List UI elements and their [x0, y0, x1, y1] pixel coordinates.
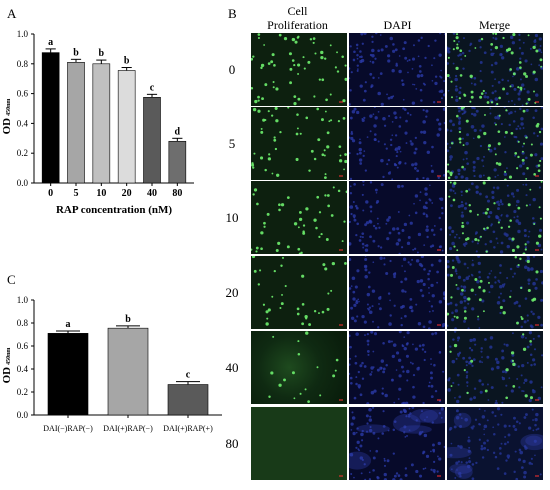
bar: [168, 140, 187, 184]
y-tick-label: 1.0: [17, 295, 29, 305]
y-tick-label: 0.2: [17, 387, 28, 397]
x-tick-label: 20: [122, 188, 132, 199]
column-header-dapi: DAPI: [383, 18, 412, 32]
micrograph-merge-20: [447, 256, 543, 329]
chart-a-rap-concentration: 0.0 0.2 0.4 0.6 0.8 1.0 OD450nm a 0 b 5 b 10 b 20 c 40 d 8…: [1, 29, 194, 216]
significance-letter: a: [48, 37, 53, 48]
micrograph-merge-0: [447, 33, 543, 106]
micrograph-cell-proliferation-0: [251, 33, 347, 106]
x-tick-label: 5: [74, 188, 79, 199]
micrograph-merge-80: [447, 407, 543, 480]
y-tick-label: 0.2: [17, 148, 28, 158]
micrograph-cell-proliferation-80: [251, 407, 347, 480]
y-tick-label: 0.6: [17, 89, 29, 99]
micrograph-cell-proliferation-40: [251, 331, 347, 404]
y-tick-label: 0.8: [17, 59, 29, 69]
micrograph-cell-proliferation-5: [251, 107, 347, 180]
micrograph-dapi-10: [349, 181, 445, 254]
x-tick-label: DAI(+)RAP(−): [103, 424, 153, 433]
significance-letter: b: [124, 56, 130, 67]
bar: [167, 384, 209, 416]
panel-label-a: A: [7, 6, 17, 21]
bar: [107, 327, 149, 416]
panel-label-c: C: [7, 272, 16, 287]
bar: [143, 97, 161, 184]
y-tick-label: 1.0: [17, 29, 29, 39]
significance-letter: c: [150, 82, 155, 93]
micrograph-cell-proliferation-20: [251, 256, 347, 329]
micrograph-dapi-5: [349, 107, 445, 180]
micrograph-dapi-0: [349, 33, 445, 106]
row-label-80: 80: [225, 435, 239, 451]
row-label-0: 0: [228, 61, 236, 77]
micrograph-dapi-20: [349, 256, 445, 329]
significance-letter: d: [175, 126, 181, 137]
bar: [47, 333, 89, 416]
y-tick-label: 0.0: [17, 410, 29, 420]
significance-letter: a: [66, 319, 71, 330]
x-tick-label: 40: [147, 188, 157, 199]
micrograph-cell-proliferation-10: [251, 181, 347, 254]
x-tick-label: 10: [96, 188, 106, 199]
x-tick-label: DAI(−)RAP(−): [43, 424, 93, 433]
significance-letter: c: [186, 370, 191, 381]
x-tick-label: 80: [172, 188, 182, 199]
y-tick-label: 0.8: [17, 318, 29, 328]
y-tick-label: 0.4: [17, 364, 29, 374]
chart-c-dai-rap: 0.0 0.2 0.4 0.6 0.8 1.0 OD450nm a DAI(−)RAP(−) b D…: [1, 295, 222, 433]
column-header-merge: Merge: [478, 18, 511, 32]
row-label-10: 10: [225, 209, 239, 225]
y-tick-label: 0.6: [17, 341, 29, 351]
significance-letter: b: [99, 48, 105, 59]
significance-letter: b: [125, 314, 131, 325]
row-label-20: 20: [225, 284, 239, 300]
bar: [41, 52, 60, 184]
x-axis-label: RAP concentration (nM): [56, 204, 172, 216]
bar: [92, 63, 111, 184]
micrograph-merge-5: [447, 107, 543, 180]
y-tick-label: 0.0: [17, 178, 29, 188]
row-label-5: 5: [228, 135, 236, 151]
panel-label-b: B: [228, 6, 237, 21]
micrograph-merge-10: [447, 181, 543, 254]
row-label-40: 40: [225, 359, 239, 375]
y-tick-label: 0.4: [17, 118, 29, 128]
x-tick-label: 0: [48, 188, 53, 199]
column-header-cell-proliferation: Cell Proliferation: [267, 4, 328, 32]
micrograph-dapi-40: [349, 331, 445, 404]
bar: [67, 62, 85, 184]
x-tick-label: DAI(+)RAP(+): [163, 424, 213, 433]
y-axis-label: OD450nm: [1, 348, 13, 384]
micrograph-merge-40: [447, 331, 543, 404]
significance-letter: b: [73, 47, 79, 58]
micrograph-dapi-80: [349, 407, 445, 480]
bar: [117, 70, 136, 184]
y-axis-label: OD450nm: [1, 99, 13, 135]
